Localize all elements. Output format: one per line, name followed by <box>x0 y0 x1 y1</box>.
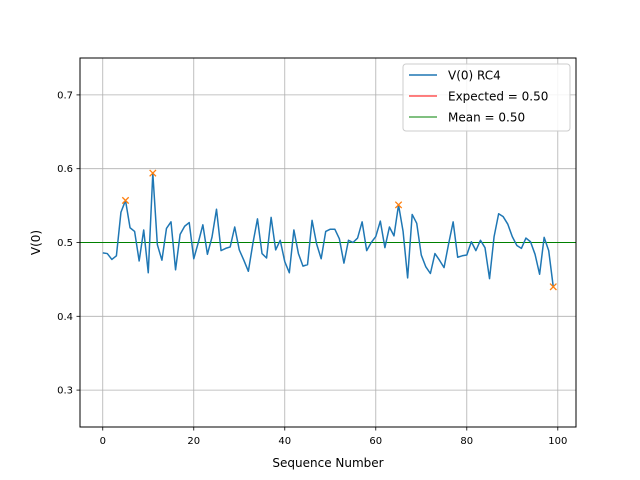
marker-layer <box>121 169 557 291</box>
outlier-marker <box>394 201 403 209</box>
x-axis-label: Sequence Number <box>272 456 383 470</box>
ticks: 0 20 40 60 80 100 0.3 0.4 0.5 0.6 0.7 <box>57 90 567 447</box>
y-tick-label: 0.3 <box>57 386 73 397</box>
y-tick-label: 0.6 <box>57 164 73 175</box>
outlier-marker <box>121 196 130 205</box>
series-layer <box>102 172 554 287</box>
x-tick-label: 20 <box>187 436 200 447</box>
x-tick-label: 40 <box>278 436 291 447</box>
legend-label: Expected = 0.50 <box>448 90 548 104</box>
y-tick-label: 0.7 <box>57 90 73 101</box>
legend: V(0) RC4 Expected = 0.50 Mean = 0.50 <box>402 63 571 132</box>
x-tick-label: 80 <box>460 436 473 447</box>
y-tick-label: 0.5 <box>57 238 73 249</box>
legend-box <box>402 63 571 132</box>
legend-label: Mean = 0.50 <box>448 111 525 125</box>
x-tick-label: 60 <box>369 436 382 447</box>
y-axis-label: V(0) <box>29 230 43 255</box>
legend-label: V(0) RC4 <box>448 69 501 83</box>
x-tick-label: 100 <box>548 436 567 447</box>
outlier-marker <box>149 169 157 177</box>
outlier-marker <box>549 283 557 291</box>
x-tick-label: 0 <box>100 436 106 447</box>
y-tick-label: 0.4 <box>57 312 73 323</box>
series-line-v0-rc4 <box>102 172 554 287</box>
